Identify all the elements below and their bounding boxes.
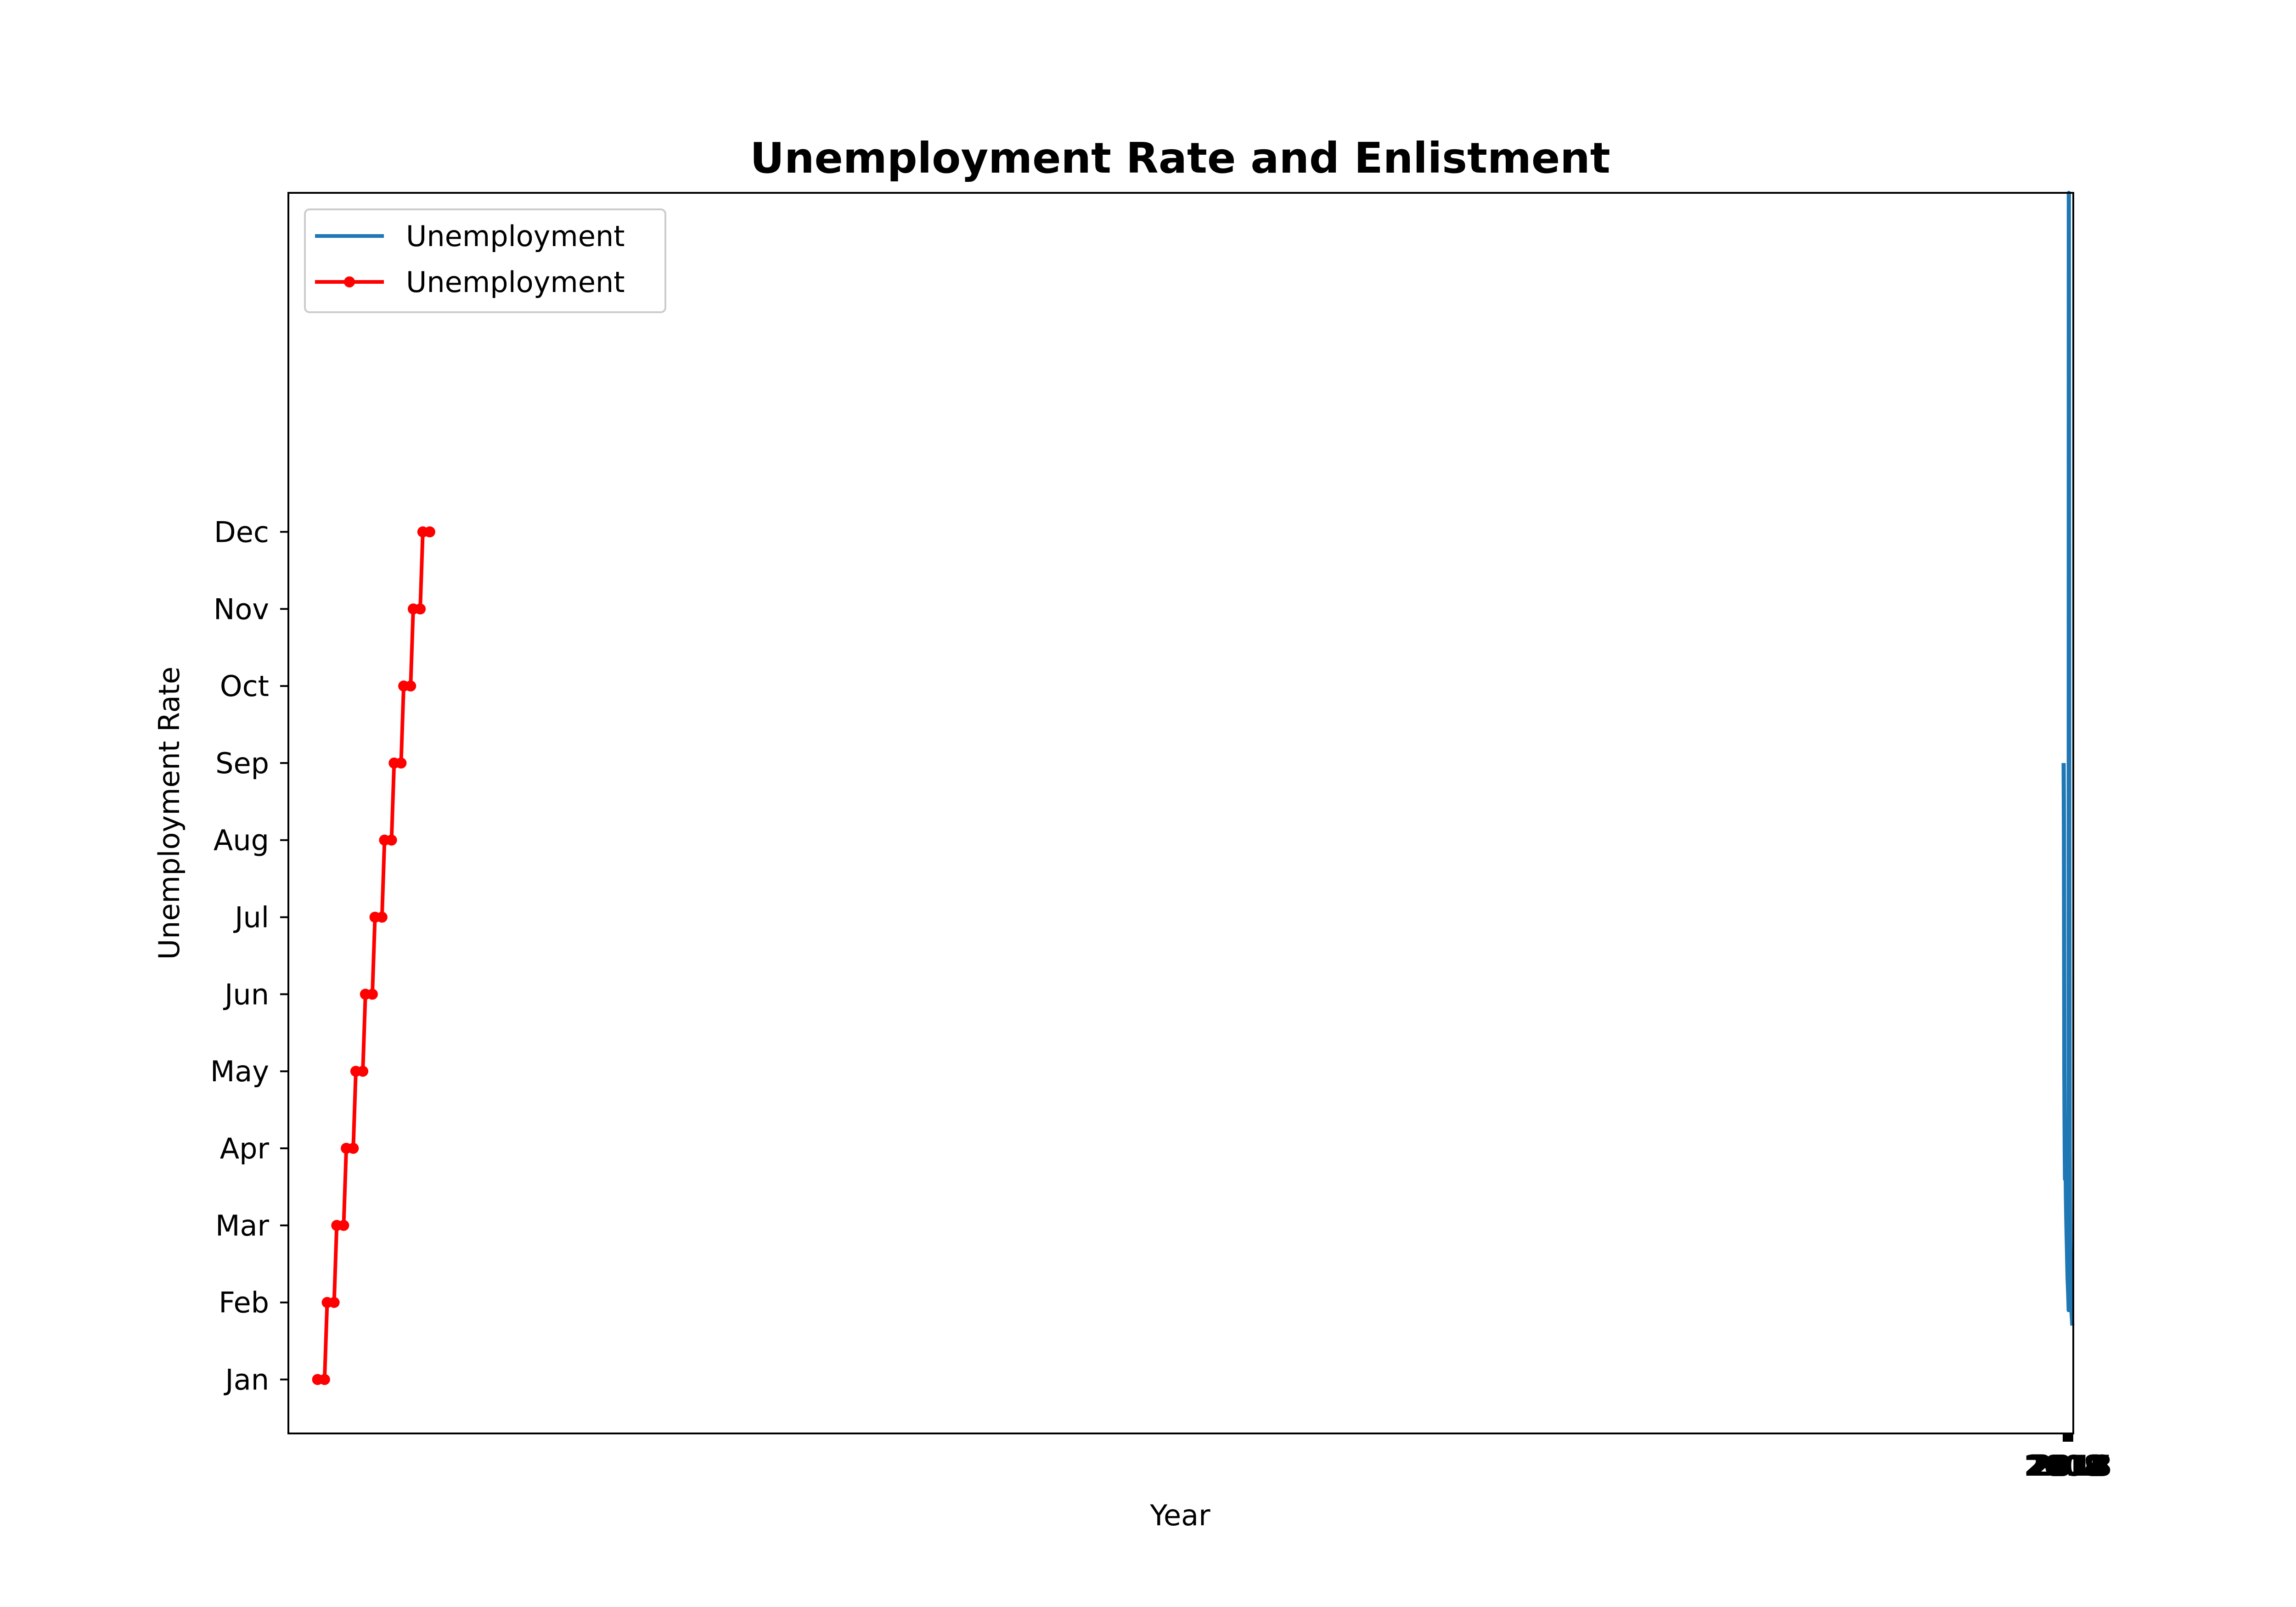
- y-tick-label-jul: Jul: [233, 901, 269, 934]
- series-line-0: [2061, 191, 2075, 1326]
- x-tick-label-2015: 2015: [2030, 1449, 2110, 1483]
- legend-entry-unemployment-red: Unemployment: [406, 265, 625, 299]
- legend: Unemployment Unemployment: [304, 208, 666, 313]
- series-1-point-9: [357, 1066, 369, 1077]
- x-axis-label: Year: [1149, 1499, 1210, 1532]
- series-1-point-21: [415, 603, 426, 615]
- plot-area: [312, 191, 2075, 1385]
- y-axis: Jan Feb Mar Apr May Jun Jul Aug Sep Oct Nov Dec: [210, 515, 288, 1397]
- x-tick-label-2013: 2013: [2028, 1449, 2108, 1483]
- legend-box: [304, 208, 666, 313]
- x-tick-label-2008: 2008: [2024, 1449, 2104, 1483]
- x-axis: 2008200920102011201220132014201520162017…: [2024, 1433, 2112, 1483]
- x-tick-label-2012: 2012: [2027, 1449, 2107, 1483]
- series-1-point-17: [395, 757, 407, 769]
- series-1-point-13: [376, 911, 388, 923]
- y-tick-label-apr: Apr: [220, 1132, 270, 1165]
- legend-entry-unemployment-blue: Unemployment: [406, 219, 625, 253]
- y-tick-label-may: May: [210, 1055, 269, 1088]
- y-tick-label-oct: Oct: [220, 669, 269, 703]
- series-1-point-19: [405, 680, 416, 692]
- y-tick-label-aug: Aug: [214, 824, 269, 857]
- y-axis-label: Unemployment Rate: [152, 667, 186, 960]
- series-line-1: [317, 530, 430, 1382]
- series-1-point-23: [424, 526, 435, 538]
- x-tick-label-2011: 2011: [2026, 1449, 2106, 1483]
- series-1-point-3: [328, 1297, 340, 1308]
- series-1-point-15: [386, 834, 397, 846]
- series-1-point-1: [319, 1374, 330, 1385]
- series-1-point-11: [366, 989, 378, 1000]
- x-tick-label-2014: 2014: [2029, 1449, 2109, 1483]
- series-1-point-5: [338, 1219, 349, 1231]
- x-tick-label-2009: 2009: [2025, 1449, 2105, 1483]
- x-tick-label-2018: 2018: [2033, 1449, 2112, 1483]
- y-tick-label-sep: Sep: [215, 747, 269, 780]
- x-tick-label-2010: 2010: [2026, 1449, 2105, 1483]
- x-tick-label-2016: 2016: [2031, 1449, 2110, 1483]
- y-tick-label-jun: Jun: [223, 978, 269, 1011]
- y-tick-label-feb: Feb: [219, 1286, 269, 1320]
- axes-frame: [287, 192, 2074, 1434]
- y-tick-label-dec: Dec: [214, 515, 269, 549]
- legend-marker-unemployment-red: [344, 276, 355, 287]
- chart-title: Unemployment Rate and Enlistment: [750, 134, 1610, 183]
- y-tick-label-jan: Jan: [223, 1363, 269, 1397]
- x-tick-label-2017: 2017: [2032, 1449, 2111, 1483]
- series-1-point-7: [348, 1143, 359, 1154]
- y-tick-label-mar: Mar: [215, 1209, 269, 1242]
- y-tick-label-nov: Nov: [214, 592, 269, 626]
